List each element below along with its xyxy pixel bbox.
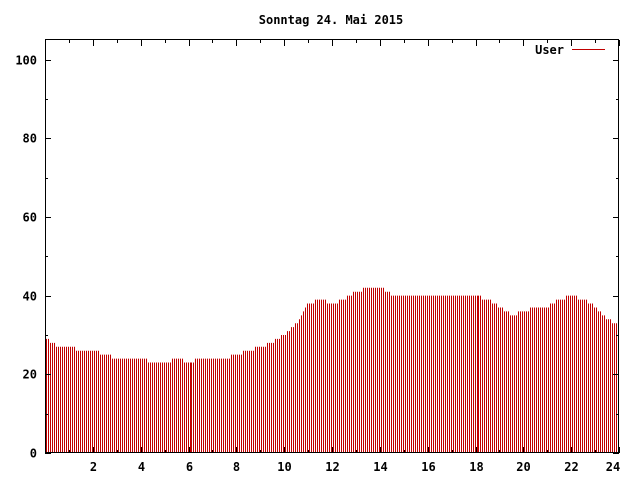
y-tick-label: 80	[23, 132, 37, 146]
y-tick-label: 40	[23, 290, 37, 304]
y-tick-label: 100	[15, 54, 37, 68]
x-tick-label: 8	[233, 460, 240, 474]
x-tick-label: 12	[325, 460, 339, 474]
x-tick-label: 18	[469, 460, 483, 474]
x-tick-label: 20	[516, 460, 530, 474]
x-tick-label: 6	[186, 460, 193, 474]
x-tick-label: 24	[606, 460, 620, 474]
y-axis: 0 20 40 60 80 100	[15, 54, 619, 461]
y-tick-label: 60	[23, 211, 37, 225]
x-axis: 2 4 6 8 10 12 14 16 18 20 22 24	[69, 40, 620, 474]
x-tick-label: 22	[564, 460, 578, 474]
legend: User	[535, 43, 605, 57]
x-tick-label: 2	[90, 460, 97, 474]
y-tick-label: 0	[30, 447, 37, 461]
x-tick-label: 4	[138, 460, 145, 474]
x-tick-label: 16	[421, 460, 435, 474]
x-tick-label: 14	[373, 460, 387, 474]
x-tick-label: 10	[277, 460, 291, 474]
legend-label-user: User	[535, 43, 564, 57]
series-bars	[46, 287, 619, 453]
chart-title: Sonntag 24. Mai 2015	[259, 13, 404, 27]
y-tick-label: 20	[23, 368, 37, 382]
